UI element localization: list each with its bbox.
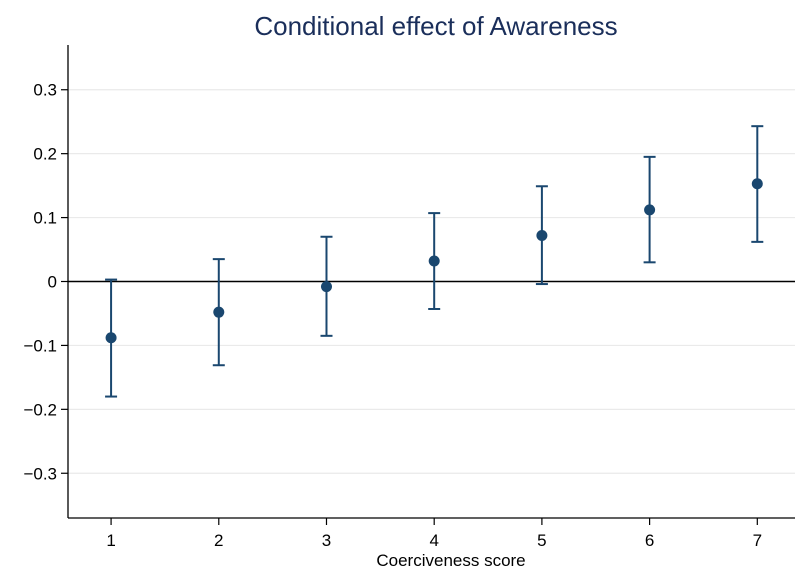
x-axis: 1 2 3 4 5 6 7: [68, 517, 795, 550]
x-tick-label: 7: [753, 531, 762, 550]
y-tick-label: 0.3: [33, 81, 57, 100]
y-tick-label: 0: [48, 273, 57, 292]
x-tick-label: 6: [645, 531, 654, 550]
y-axis: 0.3 0.2 0.1 0 −0.1 −0.2 −0.3: [23, 45, 69, 518]
y-tick-label: −0.1: [23, 336, 57, 355]
chart-title: Conditional effect of Awareness: [254, 11, 617, 41]
gridlines: [68, 89, 795, 474]
data-point: [105, 332, 117, 344]
data-point: [751, 178, 763, 190]
plot-marks: [68, 125, 795, 398]
data-point: [320, 281, 332, 293]
x-tick-label: 2: [214, 531, 223, 550]
y-tick-label: 0.1: [33, 209, 57, 228]
data-point: [428, 255, 440, 267]
y-tick-label: −0.2: [23, 400, 57, 419]
x-tick-label: 3: [322, 531, 331, 550]
data-point: [536, 229, 548, 241]
data-point: [213, 306, 225, 318]
x-tick-label: 5: [537, 531, 546, 550]
y-tick-label: 0.2: [33, 145, 57, 164]
y-tick-label: −0.3: [23, 464, 57, 483]
x-tick-label: 4: [429, 531, 438, 550]
x-axis-label: Coerciveness score: [376, 551, 525, 570]
data-point: [644, 204, 656, 216]
x-tick-label: 1: [106, 531, 115, 550]
